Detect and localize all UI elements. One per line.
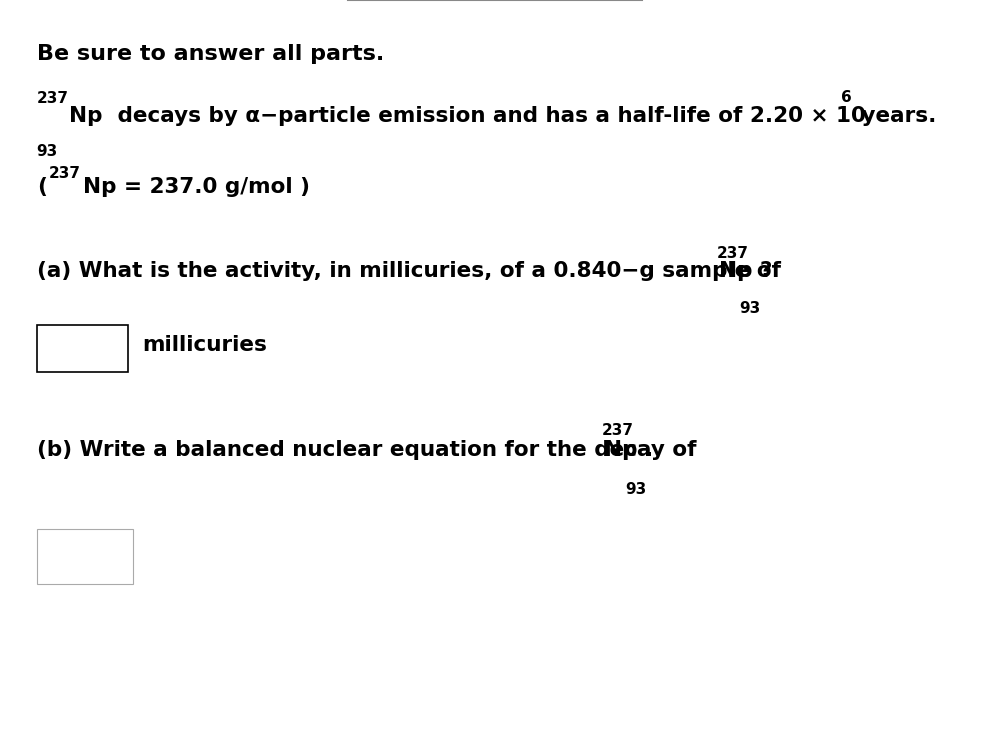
Text: 237: 237 xyxy=(49,166,81,181)
Text: Np ?: Np ? xyxy=(719,261,772,281)
Text: Be sure to answer all parts.: Be sure to answer all parts. xyxy=(37,44,384,64)
Text: Np  decays by α−particle emission and has a half-life of 2.20 × 10: Np decays by α−particle emission and has… xyxy=(69,106,865,126)
Text: (a) What is the activity, in millicuries, of a 0.840−g sample of: (a) What is the activity, in millicuries… xyxy=(37,261,788,281)
Text: 93: 93 xyxy=(740,301,760,317)
Text: 93: 93 xyxy=(37,144,58,159)
Text: (b) Write a balanced nuclear equation for the decay of: (b) Write a balanced nuclear equation fo… xyxy=(37,440,704,460)
Text: years.: years. xyxy=(854,106,936,126)
Text: 237: 237 xyxy=(717,245,748,261)
FancyBboxPatch shape xyxy=(37,325,129,372)
Text: 237: 237 xyxy=(602,423,634,438)
Text: 237: 237 xyxy=(37,91,69,106)
FancyBboxPatch shape xyxy=(37,529,133,584)
Text: Np .: Np . xyxy=(604,440,654,460)
Text: 93: 93 xyxy=(625,482,647,497)
Text: (: ( xyxy=(37,177,47,197)
Text: 6: 6 xyxy=(841,90,852,105)
Text: Np = 237.0 g/mol ): Np = 237.0 g/mol ) xyxy=(84,177,310,197)
Text: millicuries: millicuries xyxy=(142,334,266,355)
